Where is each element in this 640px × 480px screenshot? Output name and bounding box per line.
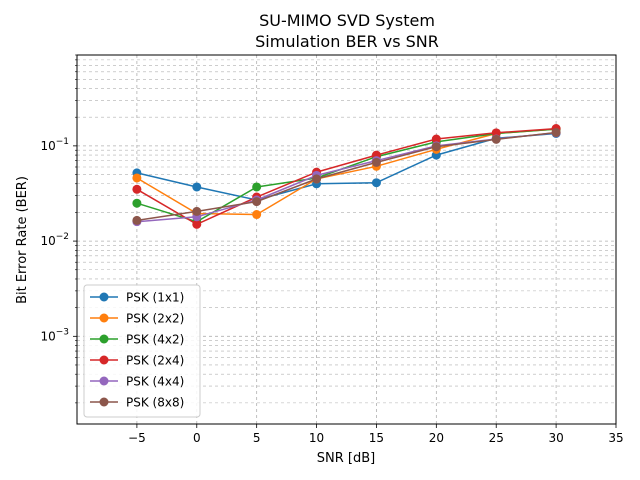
legend-swatch-marker <box>99 397 109 407</box>
data-point <box>132 184 142 194</box>
x-tick-label: 10 <box>309 431 324 445</box>
series-group <box>132 124 561 229</box>
legend-item: PSK (4x2) <box>90 333 184 347</box>
data-point <box>491 128 501 138</box>
legend-label: PSK (2x4) <box>126 354 184 368</box>
data-point <box>431 134 441 144</box>
data-point <box>312 174 322 184</box>
data-point <box>371 178 381 188</box>
data-point <box>252 210 262 220</box>
y-axis-label: Bit Error Rate (BER) <box>15 176 30 304</box>
legend-item: PSK (8x8) <box>90 396 184 410</box>
chart-title-line-1: SU-MIMO SVD System <box>259 11 435 30</box>
chart-title-line-2: Simulation BER vs SNR <box>255 32 439 51</box>
data-point <box>371 157 381 167</box>
y-tick-label: 10−2 <box>40 232 69 248</box>
data-point <box>252 197 262 207</box>
data-point <box>491 134 501 144</box>
y-tick-label: 10−1 <box>40 137 69 153</box>
legend-swatch-marker <box>99 355 109 365</box>
legend-label: PSK (4x4) <box>126 375 184 389</box>
legend-swatch-marker <box>99 334 109 344</box>
legend-label: PSK (1x1) <box>126 291 184 305</box>
x-tick-label: 5 <box>253 431 261 445</box>
x-tick-label: 35 <box>608 431 623 445</box>
data-point <box>132 173 142 183</box>
x-tick-label: 20 <box>429 431 444 445</box>
data-point <box>192 219 202 229</box>
data-point <box>192 182 202 192</box>
legend-swatch-marker <box>99 376 109 386</box>
legend-item: PSK (1x1) <box>90 291 184 305</box>
x-ticks: −5 0 5 10 15 20 25 30 35 <box>128 424 624 445</box>
data-point <box>132 198 142 208</box>
y-ticks: 10−3 10−2 10−1 <box>40 54 77 404</box>
data-point <box>431 142 441 152</box>
legend-swatch-marker <box>99 313 109 323</box>
series-line <box>136 128 557 223</box>
legend-item: PSK (2x2) <box>90 312 184 326</box>
y-tick-label: 10−3 <box>40 327 69 343</box>
data-point <box>551 128 561 138</box>
x-tick-label: 30 <box>548 431 563 445</box>
legend-item: PSK (4x4) <box>90 375 184 389</box>
x-tick-label: 0 <box>193 431 201 445</box>
x-tick-label: 15 <box>369 431 384 445</box>
legend-swatch-marker <box>99 292 109 302</box>
x-tick-label: 25 <box>489 431 504 445</box>
legend-label: PSK (2x2) <box>126 312 184 326</box>
x-tick-label: −5 <box>128 431 146 445</box>
x-axis-label: SNR [dB] <box>317 451 375 466</box>
legend-item: PSK (2x4) <box>90 354 184 368</box>
legend-label: PSK (4x2) <box>126 333 184 347</box>
legend-label: PSK (8x8) <box>126 396 184 410</box>
data-point <box>192 206 202 216</box>
legend: PSK (1x1) PSK (2x2) PSK (4x2) PSK (2x4) PSK … <box>83 284 201 418</box>
series-line <box>136 127 557 226</box>
series-5 <box>132 128 561 225</box>
series-line <box>136 131 557 222</box>
data-point <box>132 215 142 225</box>
plot-frame <box>76 54 617 425</box>
data-point <box>252 182 262 192</box>
